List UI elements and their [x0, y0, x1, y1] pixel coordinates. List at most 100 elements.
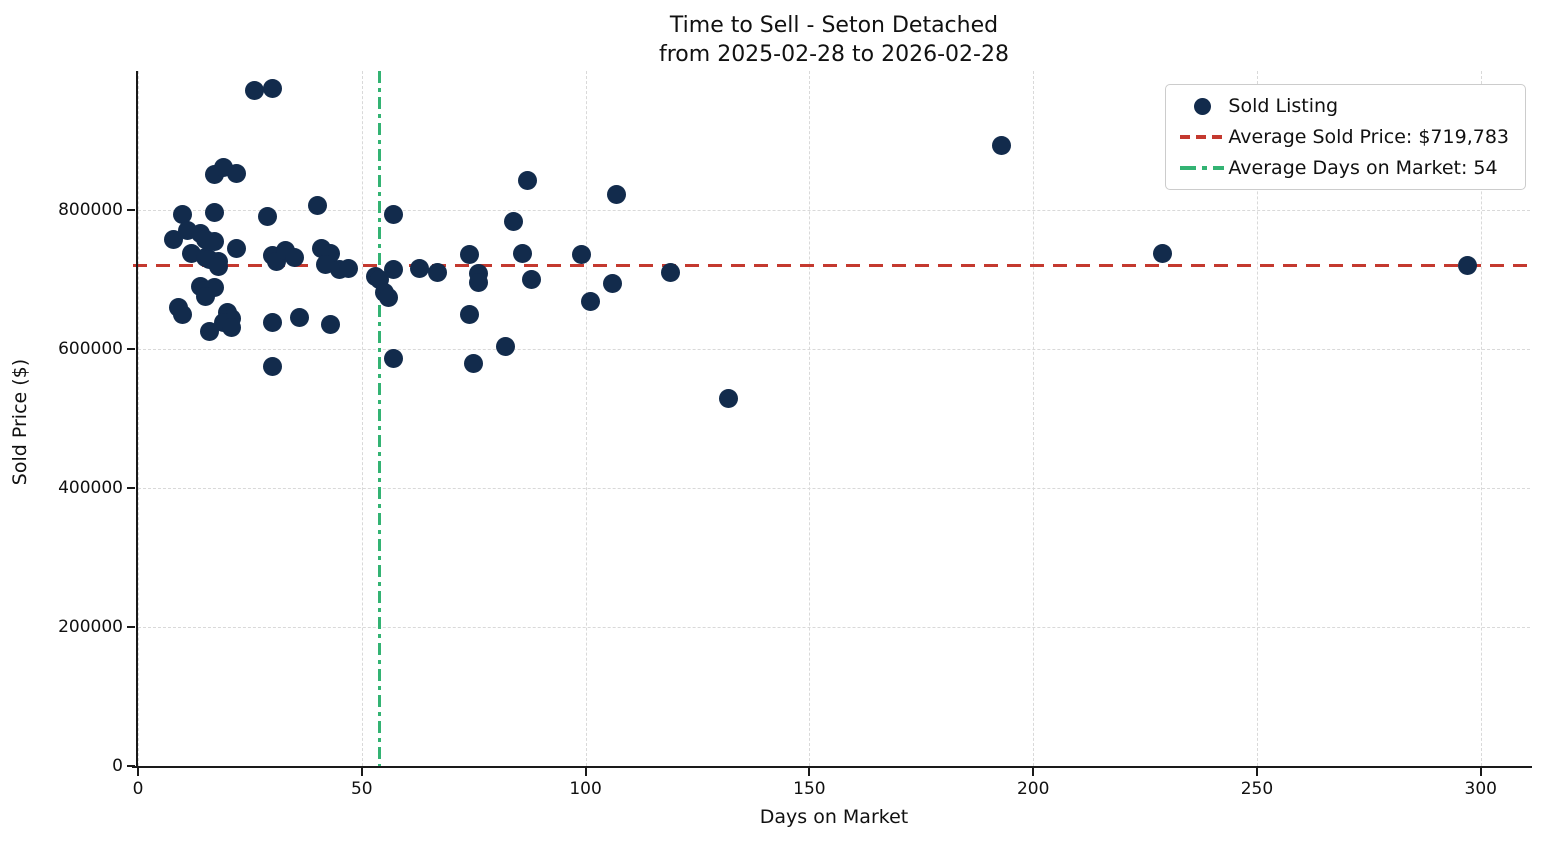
gridline-horizontal — [138, 349, 1530, 350]
y-tick-label: 600000 — [58, 339, 123, 359]
y-tick-label: 0 — [112, 756, 123, 776]
chart-title-line2: from 2025-02-28 to 2026-02-28 — [659, 42, 1009, 67]
x-tick-mark — [808, 768, 811, 776]
y-tick-mark — [127, 348, 135, 350]
scatter-point — [173, 204, 193, 224]
average-sold-price-line — [133, 263, 1534, 268]
y-axis-spine — [135, 71, 138, 768]
scatter-point — [571, 244, 591, 264]
scatter-point — [468, 272, 488, 292]
scatter-point — [379, 288, 399, 308]
scatter-point — [383, 205, 403, 225]
scatter-point — [258, 206, 278, 226]
scatter-point — [338, 258, 358, 278]
scatter-point — [204, 203, 224, 223]
scatter-point — [262, 78, 282, 98]
x-tick-label: 250 — [1240, 779, 1274, 799]
scatter-point — [383, 348, 403, 368]
dot-icon — [1193, 97, 1211, 115]
gridline-vertical — [1033, 71, 1035, 766]
scatter-point — [209, 257, 229, 277]
x-tick-mark — [584, 768, 587, 776]
y-tick-label: 400000 — [58, 478, 123, 498]
x-tick-label: 200 — [1016, 779, 1050, 799]
scatter-point — [513, 244, 533, 264]
scatter-point — [661, 263, 681, 283]
dashed-line-marker-icon — [1176, 135, 1228, 139]
scatter-point — [226, 164, 246, 184]
gridline-vertical — [138, 71, 139, 766]
scatter-point — [320, 315, 340, 335]
scatter-point — [289, 307, 309, 327]
sold-listing-marker-icon — [1176, 97, 1228, 115]
x-tick-label: 150 — [793, 779, 826, 799]
y-tick-mark — [127, 626, 135, 628]
y-axis-title: Sold Price ($) — [9, 358, 31, 486]
scatter-point — [383, 259, 403, 279]
gridline-horizontal — [138, 627, 1530, 628]
y-tick-label: 800000 — [58, 200, 123, 220]
x-tick-label: 300 — [1464, 779, 1497, 799]
y-tick-mark — [127, 487, 135, 489]
scatter-point — [285, 247, 305, 267]
legend-label: Average Days on Market: 54 — [1228, 157, 1498, 179]
x-tick-mark — [1255, 768, 1258, 776]
x-tick-mark — [1479, 768, 1482, 776]
dashdot-line-marker-icon — [1176, 166, 1228, 170]
legend-label: Sold Listing — [1228, 95, 1339, 117]
y-tick-mark — [127, 765, 135, 767]
scatter-point — [204, 232, 224, 252]
legend-label: Average Sold Price: $719,783 — [1228, 126, 1509, 148]
scatter-point — [226, 238, 246, 258]
dashdot-line-icon — [1180, 166, 1225, 170]
chart-title: Time to Sell - Seton Detached from 2025-… — [138, 11, 1530, 69]
scatter-point — [195, 286, 215, 306]
scatter-point — [1153, 243, 1173, 263]
scatter-point — [517, 171, 537, 191]
gridline-horizontal — [138, 488, 1530, 489]
scatter-point — [222, 317, 242, 337]
scatter-point — [607, 185, 627, 205]
gridline-horizontal — [138, 210, 1530, 211]
chart-title-line1: Time to Sell - Seton Detached — [669, 13, 999, 38]
scatter-point — [428, 263, 448, 283]
scatter-point — [580, 292, 600, 312]
scatter-point — [992, 135, 1012, 155]
scatter-point — [244, 80, 264, 100]
scatter-point — [719, 388, 739, 408]
scatter-point — [1457, 256, 1477, 276]
gridline-vertical — [361, 71, 363, 766]
y-tick-mark — [127, 209, 135, 211]
x-tick-label: 100 — [569, 779, 602, 799]
average-days-on-market-line — [378, 71, 382, 766]
scatter-point — [459, 304, 479, 324]
legend-item-sold-listing: Sold Listing — [1176, 94, 1509, 118]
scatter-point — [504, 212, 524, 232]
gridline-vertical — [1480, 71, 1482, 766]
scatter-point — [495, 337, 515, 357]
scatter-point — [307, 195, 327, 215]
legend: Sold Listing Average Sold Price: $719,78… — [1165, 84, 1526, 190]
scatter-point — [173, 305, 193, 325]
x-axis-spine — [132, 765, 1532, 768]
legend-item-average-sold-price: Average Sold Price: $719,783 — [1176, 125, 1509, 149]
x-axis-title: Days on Market — [759, 806, 909, 828]
gridline-vertical — [585, 71, 587, 766]
x-tick-mark — [360, 768, 363, 776]
scatter-point — [464, 354, 484, 374]
scatter-point — [200, 322, 220, 342]
scatter-point — [262, 356, 282, 376]
x-tick-mark — [1032, 768, 1035, 776]
x-tick-label: 0 — [132, 779, 144, 799]
scatter-point — [602, 274, 622, 294]
x-tick-mark — [137, 768, 139, 776]
y-tick-label: 200000 — [58, 617, 123, 637]
scatter-point — [410, 258, 430, 278]
scatter-point — [459, 244, 479, 264]
scatter-point — [262, 313, 282, 333]
x-tick-label: 50 — [350, 779, 373, 799]
dashed-line-icon — [1180, 135, 1225, 139]
scatter-point — [522, 270, 542, 289]
